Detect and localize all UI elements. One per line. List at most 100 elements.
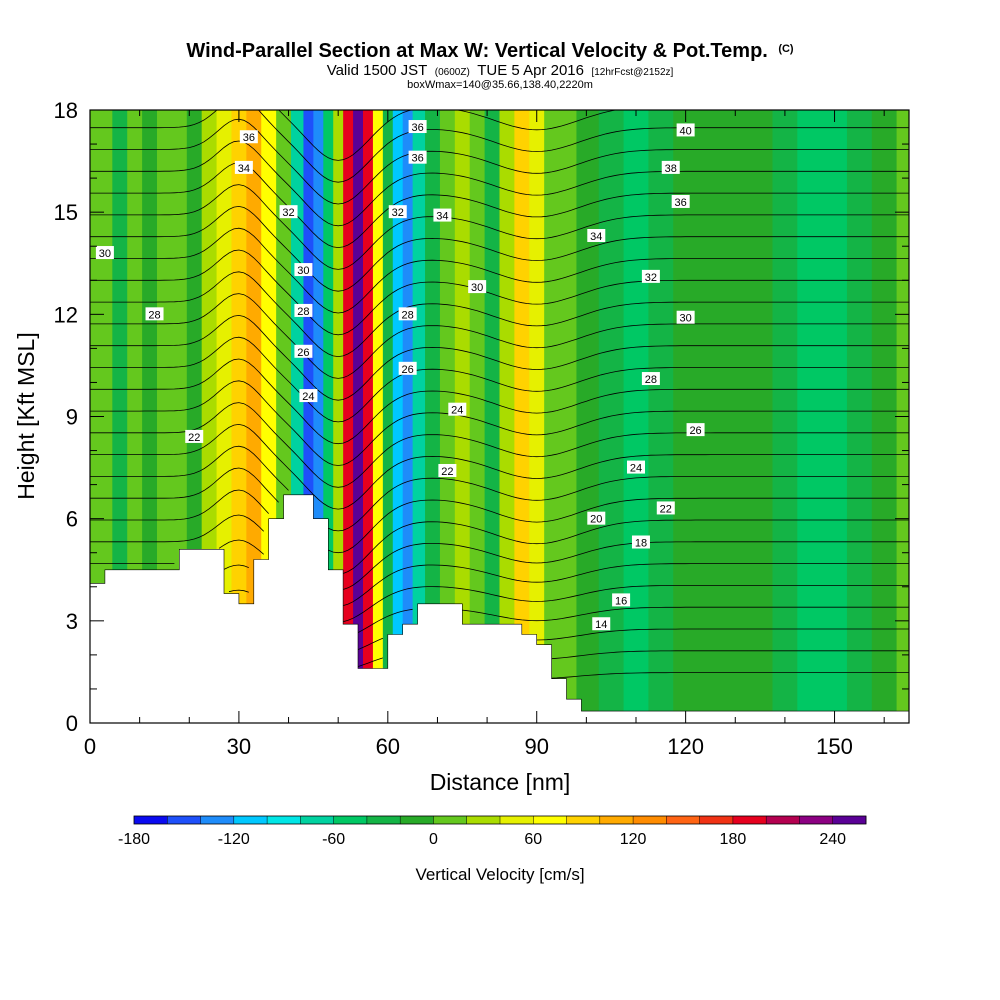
- isentrope-label: 36: [408, 150, 427, 165]
- isentrope-line: [90, 227, 909, 314]
- box-info: boxWmax=140@35.66,138.40,2220m: [407, 79, 593, 91]
- x-tick-label: 120: [667, 734, 704, 759]
- velocity-column: [353, 110, 364, 723]
- velocity-column: [372, 110, 384, 723]
- y-tick-label: 15: [54, 200, 78, 225]
- velocity-column: [822, 110, 848, 723]
- chart-title-main: Wind-Parallel Section at Max W: Vertical…: [186, 40, 767, 62]
- colorbar-swatch: [267, 816, 301, 824]
- colorbar: -180 -120 -60 0 60 120 180 240: [118, 815, 867, 848]
- isentrope-label: 28: [294, 303, 313, 318]
- isentrope-line: [90, 489, 909, 574]
- svg-text:34: 34: [590, 231, 602, 243]
- x-tick-label: 30: [227, 734, 251, 759]
- terrain-mask: [90, 494, 909, 723]
- colorbar-swatch: [533, 816, 567, 824]
- colorbar-swatch: [732, 816, 767, 824]
- isentrope-label: 34: [234, 160, 253, 175]
- isentrope-label: 24: [627, 460, 645, 475]
- svg-text:30: 30: [297, 265, 309, 277]
- velocity-column: [499, 110, 515, 723]
- isentrope-label: 16: [612, 593, 631, 607]
- isentrope-line: [278, 110, 619, 161]
- svg-text:36: 36: [411, 153, 423, 165]
- isentrope-line: [551, 672, 909, 679]
- valid-time: Valid 1500 JST: [327, 62, 428, 79]
- isentrope-line: [90, 380, 909, 466]
- colorbar-swatch: [333, 816, 368, 824]
- velocity-column: [231, 110, 247, 723]
- svg-text:34: 34: [238, 163, 250, 175]
- potential-temperature-contours: [90, 110, 909, 679]
- velocity-column: [313, 110, 324, 723]
- colorbar-swatch: [466, 816, 501, 824]
- y-tick-label: 9: [66, 405, 78, 430]
- colorbar-tick-label: 240: [819, 831, 846, 848]
- colorbar-swatch: [366, 816, 401, 824]
- svg-text:28: 28: [148, 309, 160, 321]
- isentrope-label: 20: [587, 511, 606, 526]
- copyright-mark: (C): [778, 43, 794, 55]
- isentrope-label: 24: [299, 389, 318, 403]
- velocity-column: [484, 110, 501, 723]
- isentrope-line: [90, 467, 909, 554]
- colorbar-swatch: [699, 816, 734, 824]
- svg-text:40: 40: [680, 125, 692, 137]
- colorbar-tick-label: 60: [524, 831, 542, 848]
- isentrope-line: [90, 110, 909, 183]
- colorbar-swatch: [433, 816, 468, 824]
- svg-text:22: 22: [188, 432, 200, 444]
- colorbar-swatch: [566, 816, 601, 824]
- isentrope-line: [90, 358, 909, 445]
- isentrope-line: [90, 514, 909, 590]
- svg-text:36: 36: [243, 132, 255, 144]
- colorbar-tick-label: 180: [720, 831, 747, 848]
- svg-text:16: 16: [615, 595, 627, 607]
- valid-date: TUE 5 Apr 2016: [477, 62, 584, 79]
- isentrope-label: 28: [641, 372, 660, 386]
- velocity-column: [648, 110, 674, 723]
- isentrope-label: 38: [661, 160, 680, 175]
- colorbar-tick-label: -120: [218, 831, 250, 848]
- velocity-column: [363, 110, 374, 723]
- velocity-column: [412, 110, 426, 723]
- velocity-column: [439, 110, 456, 723]
- svg-text:20: 20: [590, 514, 602, 526]
- isentrope-label: 36: [671, 194, 690, 209]
- colorbar-swatch: [233, 816, 268, 824]
- colorbar-swatch: [799, 816, 834, 824]
- svg-text:30: 30: [471, 282, 483, 294]
- isentrope-label: 36: [408, 120, 427, 134]
- isentrope-label: 40: [676, 123, 695, 137]
- velocity-column: [747, 110, 774, 723]
- svg-text:38: 38: [665, 163, 677, 175]
- colorbar-swatch: [400, 816, 434, 824]
- isentrope-label: 28: [145, 307, 164, 321]
- velocity-column: [303, 110, 314, 723]
- isentrope-label: 32: [388, 205, 407, 219]
- isentrope-line: [90, 249, 909, 336]
- isentrope-line: [90, 140, 909, 227]
- y-tick-label: 18: [54, 98, 78, 123]
- svg-text:18: 18: [635, 538, 647, 550]
- y-axis-label: Height [Kft MSL]: [13, 332, 39, 499]
- isentrope-line: [90, 402, 909, 488]
- y-tick-label: 6: [66, 507, 78, 532]
- isentrope-label: 26: [398, 361, 417, 376]
- svg-text:36: 36: [411, 122, 423, 134]
- svg-text:32: 32: [282, 207, 294, 219]
- svg-text:24: 24: [451, 405, 463, 417]
- isentrope-line: [228, 589, 909, 633]
- isentrope-line: [90, 539, 909, 606]
- velocity-column: [514, 110, 530, 723]
- isentrope-line: [223, 564, 909, 623]
- isentrope-line: [90, 118, 909, 205]
- forecast-info: [12hrFcst@2152z]: [591, 67, 673, 78]
- svg-text:28: 28: [402, 309, 414, 321]
- isentrope-label: 36: [239, 130, 258, 144]
- isentrope-label: 30: [294, 263, 313, 277]
- svg-text:26: 26: [297, 347, 309, 359]
- svg-text:24: 24: [630, 463, 642, 475]
